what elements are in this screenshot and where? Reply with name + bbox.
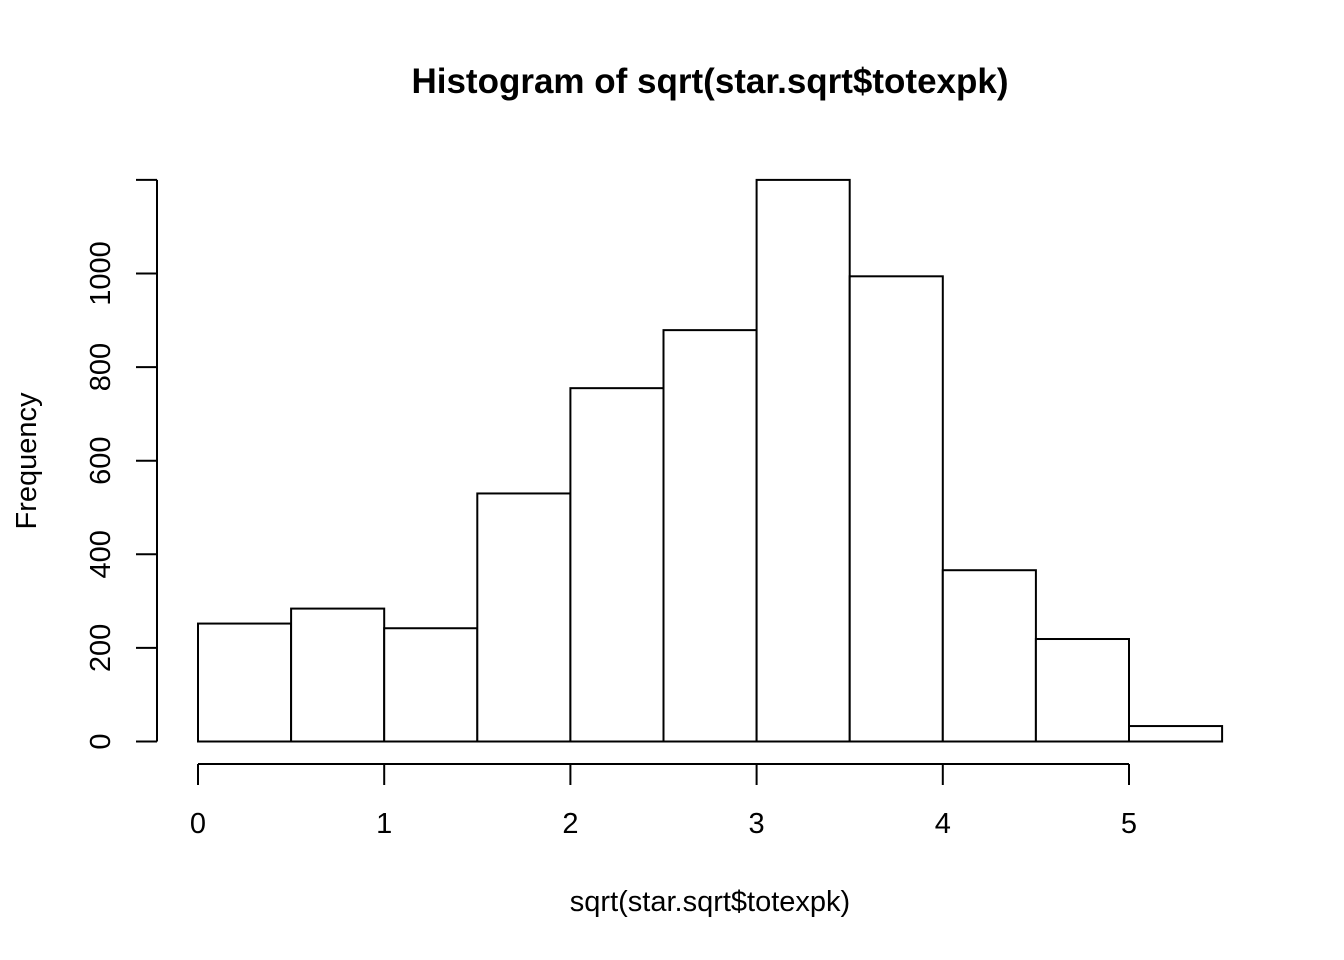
histogram-bar-5 bbox=[662, 329, 758, 743]
histogram-bar-1 bbox=[290, 607, 386, 743]
x-tick-label-3: 3 bbox=[749, 808, 765, 840]
histogram-bar-2 bbox=[383, 627, 479, 743]
y-tick-label-800: 800 bbox=[85, 343, 117, 391]
y-tick-label-1000: 1000 bbox=[85, 241, 117, 306]
histogram-bar-9 bbox=[1034, 638, 1131, 743]
x-tick-label-2: 2 bbox=[562, 808, 578, 840]
histogram-bar-10 bbox=[1128, 725, 1224, 743]
histogram-bar-6 bbox=[755, 178, 851, 743]
y-axis-label: Frequency bbox=[11, 392, 43, 530]
y-tick-label-400: 400 bbox=[85, 530, 117, 578]
chart-title: Histogram of sqrt(star.sqrt$totexpk) bbox=[411, 62, 1008, 101]
y-tick-label-0: 0 bbox=[85, 733, 117, 749]
x-tick-label-0: 0 bbox=[190, 808, 206, 840]
y-ticks-group: 0 200 400 600 800 1000 bbox=[85, 178, 157, 750]
histogram-bar-4 bbox=[569, 387, 665, 743]
x-tick-label-5: 5 bbox=[1121, 808, 1137, 840]
histogram-bar-0 bbox=[197, 622, 293, 743]
histogram-bar-8 bbox=[941, 569, 1037, 743]
histogram-bar-3 bbox=[476, 492, 572, 743]
y-tick-label-600: 600 bbox=[85, 437, 117, 485]
x-tick-label-4: 4 bbox=[935, 808, 951, 840]
x-tick-label-1: 1 bbox=[376, 808, 392, 840]
x-ticks-group: 0 1 2 3 4 5 bbox=[190, 764, 1137, 840]
y-tick-label-200: 200 bbox=[85, 624, 117, 672]
bars-group bbox=[197, 178, 1224, 743]
x-axis-label: sqrt(star.sqrt$totexpk) bbox=[570, 886, 850, 918]
histogram-bar-7 bbox=[848, 275, 944, 743]
